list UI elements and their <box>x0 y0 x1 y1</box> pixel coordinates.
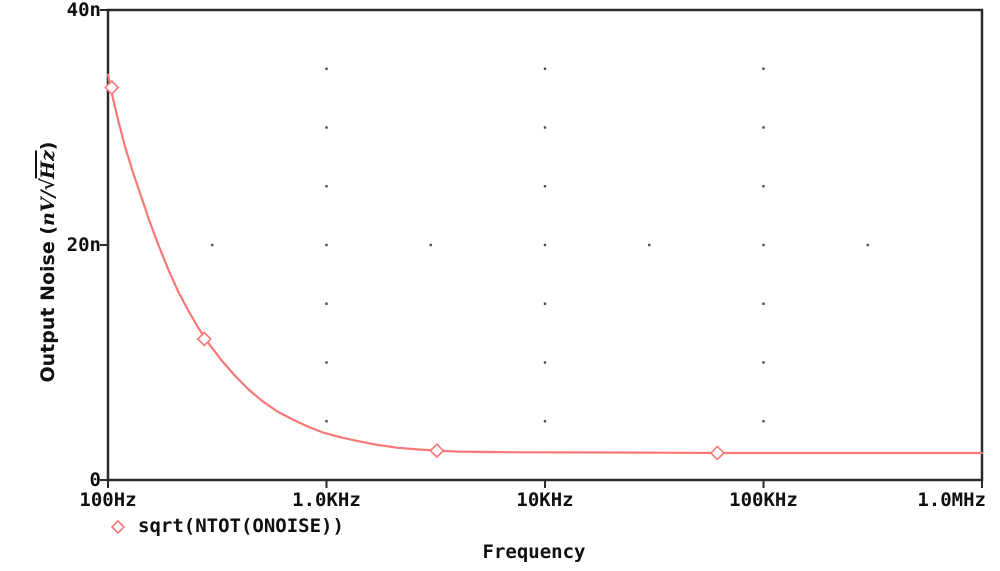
x-tick-label: 100KHz <box>729 489 798 511</box>
grid-dot <box>762 67 765 70</box>
grid-dot <box>325 67 328 70</box>
grid-dot <box>762 302 765 305</box>
x-tick-label: 1.0MHz <box>917 489 986 511</box>
grid-dot <box>543 243 547 247</box>
grid-dot <box>325 185 328 188</box>
grid-dot <box>762 361 765 364</box>
trace-marker <box>429 442 445 459</box>
grid-dot <box>211 243 214 247</box>
grid-dot <box>762 185 765 188</box>
trace-line[interactable] <box>106 73 984 455</box>
y-axis-title-sqrt-arg: Hz <box>35 150 59 179</box>
x-tick-label: 10KHz <box>516 489 574 511</box>
y-axis-title-prefix: Output Noise ( <box>37 225 59 383</box>
y-tick-label: 0 <box>89 469 101 491</box>
legend-diamond-icon[interactable] <box>110 519 126 535</box>
grid-dot <box>543 420 547 423</box>
grid-dot <box>325 302 328 305</box>
grid-dot <box>648 243 651 247</box>
grid-dot <box>866 243 869 247</box>
x-tick-label: 100Hz <box>79 489 137 511</box>
trace-marker <box>709 445 726 461</box>
y-axis-title-suffix: ) <box>37 141 59 151</box>
trace-marker <box>104 79 120 96</box>
x-axis-title: Frequency <box>482 541 586 563</box>
grid-dot <box>762 243 765 247</box>
grid-dot <box>429 243 432 247</box>
y-axis-title-unit-num: nV <box>37 197 59 226</box>
grid-dot <box>543 185 547 188</box>
y-tick-label: 20n <box>66 234 101 256</box>
grid-dot <box>543 126 547 129</box>
grid-dot <box>325 243 328 247</box>
trace-marker <box>196 331 212 347</box>
radical-icon: √ <box>37 177 59 191</box>
grid-dot <box>325 361 328 364</box>
grid-dot <box>325 420 328 423</box>
grid-dot <box>762 126 765 129</box>
grid-dot <box>543 67 547 70</box>
grid-dot <box>543 302 547 305</box>
legend-trace-label[interactable]: sqrt(NTOT(ONOISE)) <box>138 515 344 537</box>
x-tick-label: 1.0KHz <box>292 489 361 511</box>
grid-dot <box>762 420 765 423</box>
grid-dot <box>543 361 547 364</box>
y-axis-title: Output Noise (nV/√Hz) <box>35 141 59 383</box>
y-axis-title-slash: / <box>37 190 59 198</box>
y-tick-label: 40n <box>66 0 101 21</box>
grid-dot <box>325 126 328 129</box>
